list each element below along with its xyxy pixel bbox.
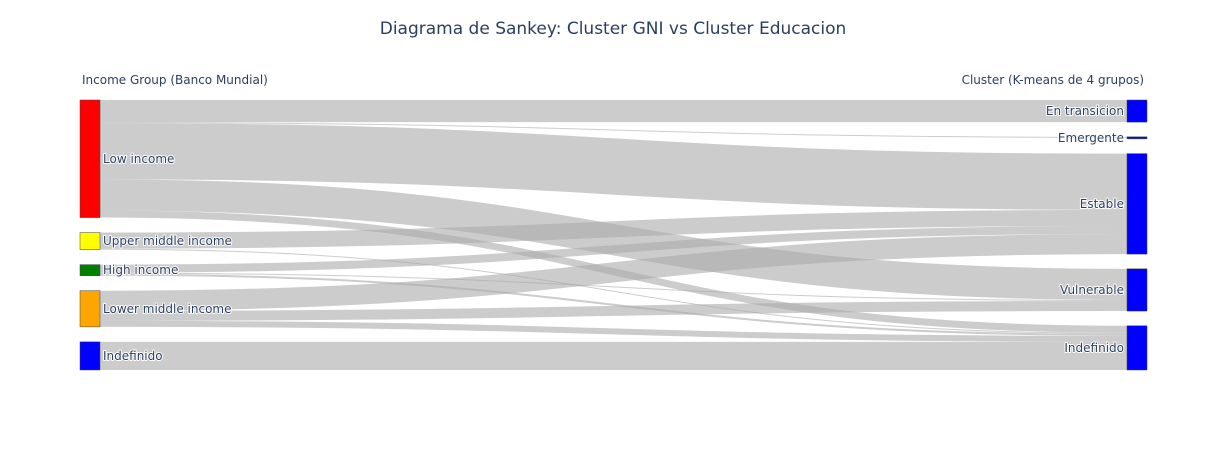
source-node-label-upper-middle-income: Upper middle income bbox=[103, 234, 232, 248]
sankey-link-11 bbox=[99, 300, 1128, 321]
sankey-link-5 bbox=[99, 209, 1128, 249]
sankey-link-7 bbox=[99, 225, 1128, 273]
source-node-low-income bbox=[79, 99, 101, 218]
source-node-label-low-income: Low income bbox=[103, 152, 174, 166]
chart-title: Diagrama de Sankey: Cluster GNI vs Clust… bbox=[380, 19, 847, 39]
source-node-label-indefinido: Indefinido bbox=[103, 349, 163, 363]
target-node-label-indefinido: Indefinido bbox=[1064, 341, 1124, 355]
target-node-label-emergente: Emergente bbox=[1058, 131, 1124, 145]
node-layer: Low income Upper middle income High income… bbox=[79, 99, 1148, 371]
sankey-link-12 bbox=[99, 320, 1128, 342]
target-node-label-estable: Estable bbox=[1080, 197, 1124, 211]
target-node-indefinido bbox=[1126, 325, 1148, 371]
source-node-lower-middle-income bbox=[79, 290, 101, 328]
left-column-header: Income Group (Banco Mundial) bbox=[82, 73, 268, 87]
target-node-estable bbox=[1126, 153, 1148, 255]
sankey-link-9 bbox=[99, 273, 1128, 336]
sankey-link-2 bbox=[99, 123, 1128, 210]
target-node-en-transicion bbox=[1126, 99, 1148, 123]
source-node-high-income bbox=[79, 264, 101, 276]
right-column-header: Cluster (K-means de 4 grupos) bbox=[962, 73, 1144, 87]
target-node-label-vulnerable: Vulnerable bbox=[1060, 283, 1124, 297]
sankey-link-10 bbox=[99, 233, 1128, 311]
sankey-link-1 bbox=[99, 122, 1128, 138]
target-node-vulnerable bbox=[1126, 268, 1148, 312]
sankey-link-3 bbox=[99, 179, 1128, 300]
source-node-upper-middle-income bbox=[79, 232, 101, 250]
sankey-link-8 bbox=[99, 272, 1128, 301]
source-node-label-high-income: High income bbox=[103, 263, 178, 277]
sankey-link-6 bbox=[99, 248, 1128, 334]
target-node-label-en-transicion: En transicion bbox=[1046, 104, 1124, 118]
link-layer bbox=[99, 100, 1128, 371]
source-node-indefinido bbox=[79, 341, 101, 371]
source-node-label-lower-middle-income: Lower middle income bbox=[103, 302, 232, 316]
target-node-emergente bbox=[1126, 136, 1148, 140]
